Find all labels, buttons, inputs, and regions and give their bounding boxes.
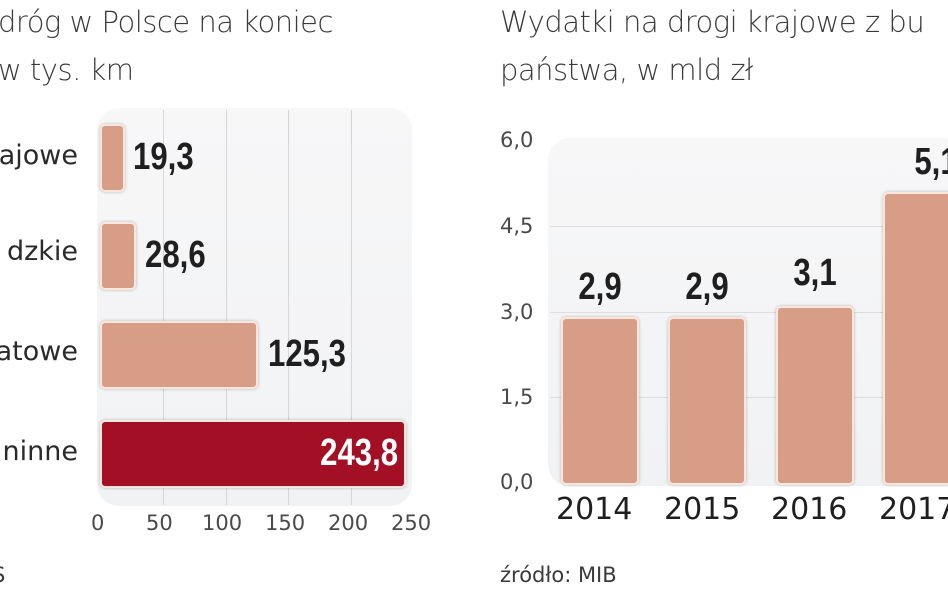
category-label: ninne — [2, 436, 78, 467]
value-label: 2,9 — [578, 266, 622, 308]
value-label: 2,9 — [685, 266, 729, 308]
value-label: 28,6 — [145, 234, 206, 276]
y-tick: 4,5 — [500, 214, 534, 238]
bar-2014 — [561, 317, 639, 485]
value-label: 125,3 — [268, 333, 346, 375]
source-note: źródło: MIB — [500, 563, 617, 587]
bar-2017 — [883, 192, 948, 485]
bar-powiatowe — [100, 321, 258, 389]
year-label: 2016 — [771, 492, 848, 527]
bar-gminne — [100, 420, 406, 488]
y-tick: 6,0 — [500, 128, 534, 152]
x-tick: 0 — [91, 511, 105, 535]
left-chart-title-line1: dróg w Polsce na koniec — [0, 5, 333, 39]
bar-2015 — [668, 317, 746, 485]
y-tick: 0,0 — [500, 470, 534, 494]
gridline-50 — [163, 110, 164, 505]
gridline-150 — [288, 110, 289, 505]
bar-krajowe — [100, 124, 125, 192]
x-tick: 250 — [391, 511, 432, 535]
category-label: atowe — [0, 336, 78, 367]
left-chart-title-line2: w tys. km — [0, 53, 134, 87]
value-label: 19,3 — [133, 136, 194, 178]
x-tick: 50 — [146, 511, 173, 535]
x-tick: 150 — [265, 511, 306, 535]
value-label-inside: 243,8 — [320, 432, 398, 474]
gridline-200 — [351, 110, 352, 505]
category-label: ajowe — [0, 140, 78, 171]
value-label: 5,1 — [914, 141, 948, 183]
left-source-fragment: S — [0, 563, 5, 587]
category-label: dzkie — [6, 236, 78, 267]
bar-wojewodzkie — [100, 222, 136, 290]
year-label: 2014 — [556, 492, 633, 527]
gridline-100 — [226, 110, 227, 505]
bar-2016 — [776, 306, 854, 485]
gridline-3-0 — [550, 312, 948, 313]
value-label: 3,1 — [793, 252, 837, 294]
year-label: 2017 — [879, 492, 948, 527]
gridline-4-5 — [550, 226, 948, 227]
right-chart-title-line1: Wydatki na drogi krajowe z bu — [500, 5, 925, 39]
year-label: 2015 — [664, 492, 741, 527]
x-tick: 200 — [328, 511, 369, 535]
y-tick: 1,5 — [500, 385, 534, 409]
y-tick: 3,0 — [500, 300, 534, 324]
x-tick: 100 — [202, 511, 243, 535]
right-chart-title-line2: państwa, w mld zł — [500, 53, 753, 87]
gridline-1-5 — [550, 397, 948, 398]
